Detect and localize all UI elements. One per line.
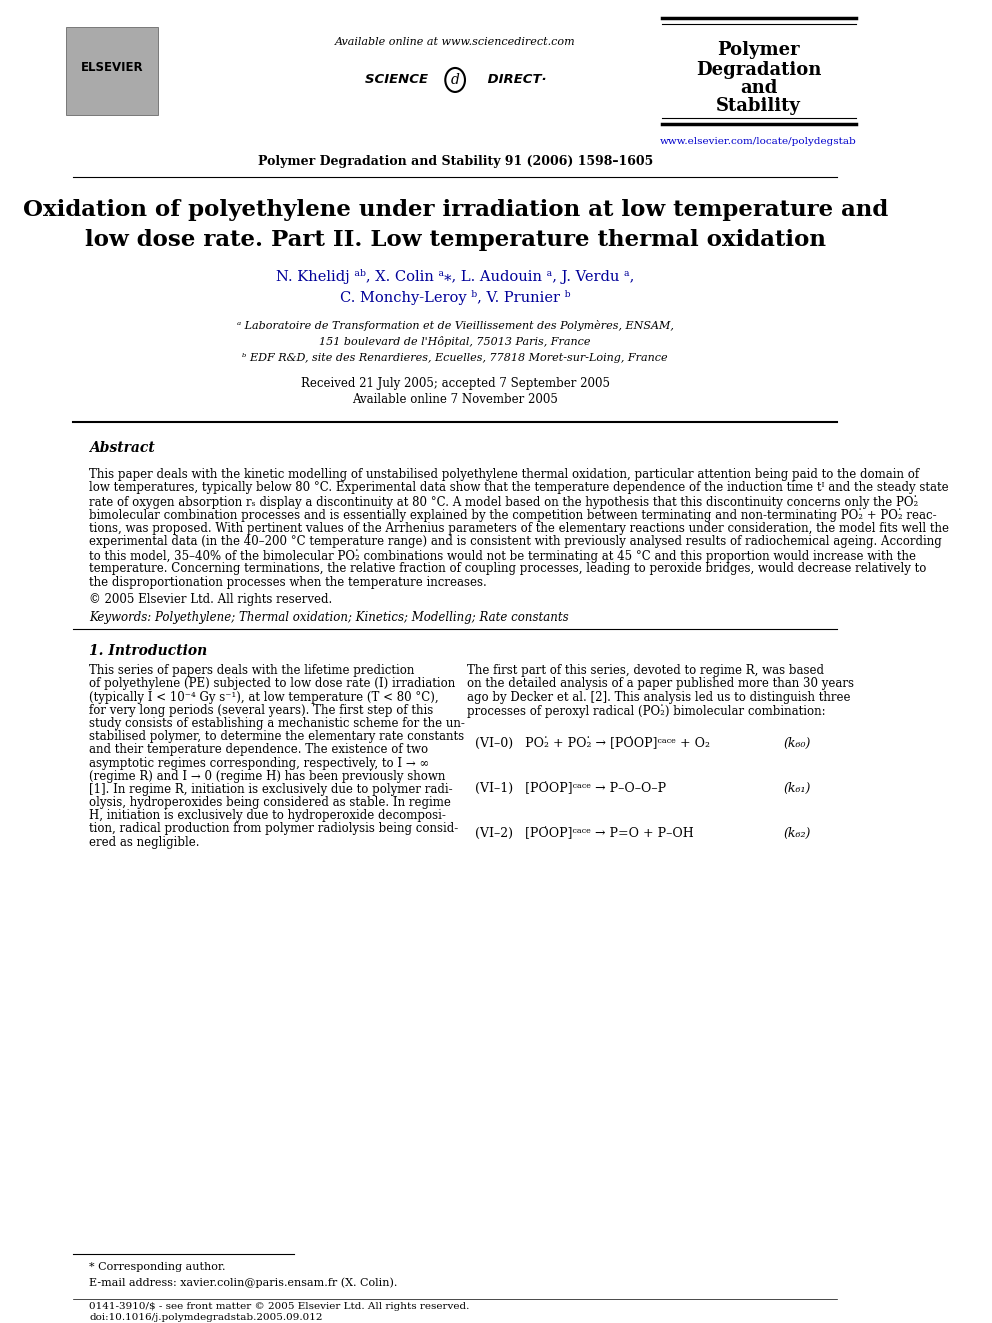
Text: low temperatures, typically below 80 °C. Experimental data show that the tempera: low temperatures, typically below 80 °C.… (89, 482, 949, 495)
Text: Available online at www.sciencedirect.com: Available online at www.sciencedirect.co… (335, 37, 575, 48)
Text: low dose rate. Part II. Low temperature thermal oxidation: low dose rate. Part II. Low temperature … (84, 229, 825, 251)
Text: ᵃ Laboratoire de Transformation et de Vieillissement des Polymères, ENSAM,: ᵃ Laboratoire de Transformation et de Vi… (237, 320, 674, 331)
Text: The first part of this series, devoted to regime R, was based: The first part of this series, devoted t… (466, 664, 823, 677)
Text: tions, was proposed. With pertinent values of the Arrhenius parameters of the el: tions, was proposed. With pertinent valu… (89, 521, 949, 534)
Text: d: d (450, 73, 459, 87)
Text: (k₆₁): (k₆₁) (784, 782, 811, 795)
Text: experimental data (in the 40–200 °C temperature range) and is consistent with pr: experimental data (in the 40–200 °C temp… (89, 536, 942, 548)
Text: bimolecular combination processes and is essentially explained by the competitio: bimolecular combination processes and is… (89, 508, 936, 523)
Text: (VI–0)   PO₂̇ + PO₂̇ → [PȮ̇OP]ᶜᵃᶜᵉ + O₂: (VI–0) PO₂̇ + PO₂̇ → [PȮ̇OP]ᶜᵃᶜᵉ + O₂ (475, 737, 710, 750)
Text: to this model, 35–40% of the bimolecular PO₂̇ combinations would not be terminat: to this model, 35–40% of the bimolecular… (89, 549, 917, 562)
Text: (k₆₂): (k₆₂) (784, 827, 811, 840)
Text: Available online 7 November 2005: Available online 7 November 2005 (352, 393, 558, 406)
Text: the disproportionation processes when the temperature increases.: the disproportionation processes when th… (89, 576, 487, 589)
Text: SCIENCE: SCIENCE (364, 74, 433, 86)
Text: rate of oxygen absorption rₛ display a discontinuity at 80 °C. A model based on : rate of oxygen absorption rₛ display a d… (89, 495, 919, 508)
Text: of polyethylene (PE) subjected to low dose rate (I) irradiation: of polyethylene (PE) subjected to low do… (89, 677, 455, 691)
Text: [1]. In regime R, initiation is exclusively due to polymer radi-: [1]. In regime R, initiation is exclusiv… (89, 783, 453, 796)
Text: doi:10.1016/j.polymdegradstab.2005.09.012: doi:10.1016/j.polymdegradstab.2005.09.01… (89, 1312, 322, 1322)
Text: tion, radical production from polymer radiolysis being consid-: tion, radical production from polymer ra… (89, 823, 458, 836)
Text: ᵇ EDF R&D, site des Renardieres, Ecuelles, 77818 Moret-sur-Loing, France: ᵇ EDF R&D, site des Renardieres, Ecuelle… (242, 353, 668, 363)
Text: on the detailed analysis of a paper published more than 30 years: on the detailed analysis of a paper publ… (466, 677, 854, 691)
Text: Keywords: Polyethylene; Thermal oxidation; Kinetics; Modelling; Rate constants: Keywords: Polyethylene; Thermal oxidatio… (89, 611, 568, 624)
Text: processes of peroxyl radical (PO₂̇) bimolecular combination:: processes of peroxyl radical (PO₂̇) bimo… (466, 704, 825, 717)
Text: Polymer: Polymer (717, 41, 800, 60)
Text: C. Monchy-Leroy ᵇ, V. Prunier ᵇ: C. Monchy-Leroy ᵇ, V. Prunier ᵇ (340, 290, 570, 306)
Text: N. Khelidj ᵃᵇ, X. Colin ᵃ⁎, L. Audouin ᵃ, J. Verdu ᵃ,: N. Khelidj ᵃᵇ, X. Colin ᵃ⁎, L. Audouin ᵃ… (276, 270, 634, 284)
Text: ELSEVIER: ELSEVIER (81, 61, 144, 74)
Text: ago by Decker et al. [2]. This analysis led us to distinguish three: ago by Decker et al. [2]. This analysis … (466, 691, 850, 704)
Text: study consists of establishing a mechanistic scheme for the un-: study consists of establishing a mechani… (89, 717, 465, 730)
Text: Received 21 July 2005; accepted 7 September 2005: Received 21 July 2005; accepted 7 Septem… (301, 377, 610, 390)
Text: © 2005 Elsevier Ltd. All rights reserved.: © 2005 Elsevier Ltd. All rights reserved… (89, 593, 332, 606)
Text: (typically I < 10⁻⁴ Gy s⁻¹), at low temperature (T < 80 °C),: (typically I < 10⁻⁴ Gy s⁻¹), at low temp… (89, 691, 438, 704)
Text: H, initiation is exclusively due to hydroperoxide decomposi-: H, initiation is exclusively due to hydr… (89, 810, 446, 823)
Text: (VI–1)   [PȮ̇OP]ᶜᵃᶜᵉ → P–O–O–P: (VI–1) [PȮ̇OP]ᶜᵃᶜᵉ → P–O–O–P (475, 782, 666, 795)
Text: Oxidation of polyethylene under irradiation at low temperature and: Oxidation of polyethylene under irradiat… (23, 198, 888, 221)
Text: 151 boulevard de l'Hôpital, 75013 Paris, France: 151 boulevard de l'Hôpital, 75013 Paris,… (319, 336, 591, 348)
Text: 1. Introduction: 1. Introduction (89, 644, 207, 658)
Text: olysis, hydroperoxides being considered as stable. In regime: olysis, hydroperoxides being considered … (89, 796, 451, 810)
Text: (regime R) and I → 0 (regime H) has been previously shown: (regime R) and I → 0 (regime H) has been… (89, 770, 445, 783)
Text: This series of papers deals with the lifetime prediction: This series of papers deals with the lif… (89, 664, 415, 677)
Text: Degradation: Degradation (696, 61, 821, 79)
Text: This paper deals with the kinetic modelling of unstabilised polyethylene thermal: This paper deals with the kinetic modell… (89, 468, 920, 480)
Text: (k₆₀): (k₆₀) (784, 737, 811, 750)
Text: asymptotic regimes corresponding, respectively, to I → ∞: asymptotic regimes corresponding, respec… (89, 757, 430, 770)
Text: www.elsevier.com/locate/polydegstab: www.elsevier.com/locate/polydegstab (661, 138, 857, 147)
Text: Polymer Degradation and Stability 91 (2006) 1598–1605: Polymer Degradation and Stability 91 (20… (258, 155, 653, 168)
Text: temperature. Concerning terminations, the relative fraction of coupling processe: temperature. Concerning terminations, th… (89, 562, 927, 576)
FancyBboxPatch shape (66, 26, 158, 115)
Text: * Corresponding author.: * Corresponding author. (89, 1262, 226, 1273)
Text: ered as negligible.: ered as negligible. (89, 836, 199, 848)
Text: for very long periods (several years). The first step of this: for very long periods (several years). T… (89, 704, 434, 717)
Text: Stability: Stability (716, 97, 802, 115)
Text: 0141-3910/$ - see front matter © 2005 Elsevier Ltd. All rights reserved.: 0141-3910/$ - see front matter © 2005 El… (89, 1302, 469, 1311)
Text: and: and (740, 79, 778, 97)
Text: Abstract: Abstract (89, 441, 155, 455)
Text: (VI–2)   [PȮ̇OP]ᶜᵃᶜᵉ → P=O + P–OH: (VI–2) [PȮ̇OP]ᶜᵃᶜᵉ → P=O + P–OH (475, 827, 693, 840)
Text: and their temperature dependence. The existence of two: and their temperature dependence. The ex… (89, 744, 429, 757)
Text: DIRECT·: DIRECT· (483, 74, 547, 86)
Text: stabilised polymer, to determine the elementary rate constants: stabilised polymer, to determine the ele… (89, 730, 464, 744)
Text: E-mail address: xavier.colin@paris.ensam.fr (X. Colin).: E-mail address: xavier.colin@paris.ensam… (89, 1277, 398, 1287)
